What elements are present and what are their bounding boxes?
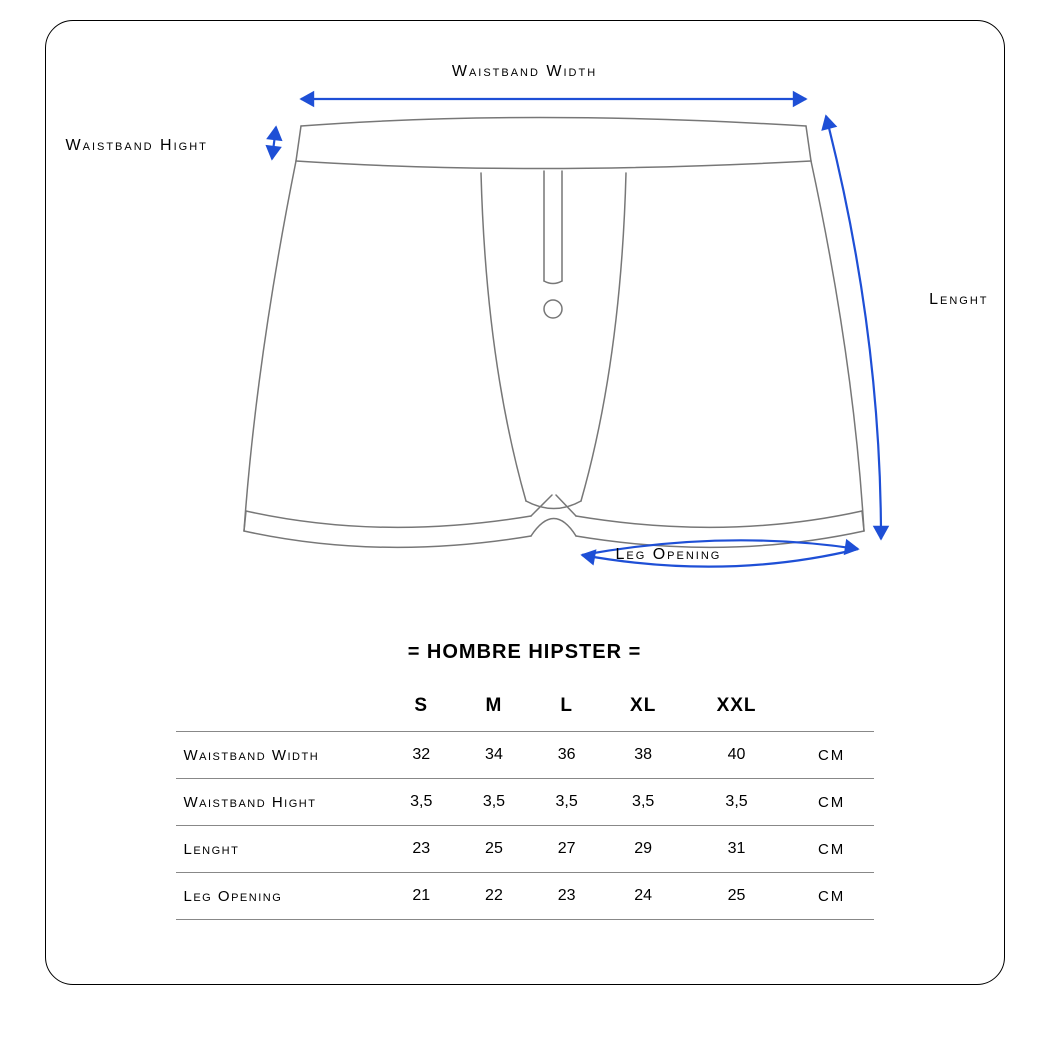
size-col: XL: [603, 681, 683, 732]
cell: 38: [603, 732, 683, 779]
cell: 24: [603, 873, 683, 920]
table-row: Lenght 23 25 27 29 31 CM: [176, 826, 874, 873]
label-leg-opening: Leg Opening: [616, 546, 722, 564]
cell: 23: [385, 826, 458, 873]
cell: 32: [385, 732, 458, 779]
cell: 3,5: [530, 779, 603, 826]
size-col: L: [530, 681, 603, 732]
cell: 23: [530, 873, 603, 920]
cell: 27: [530, 826, 603, 873]
unit: CM: [790, 779, 874, 826]
size-table-body: Waistband Width 32 34 36 38 40 CM Waistb…: [176, 732, 874, 920]
size-col: S: [385, 681, 458, 732]
cell: 3,5: [603, 779, 683, 826]
garment-diagram: Waistband Width Waistband Hight Lenght L…: [106, 61, 944, 581]
table-row: Waistband Hight 3,5 3,5 3,5 3,5 3,5 CM: [176, 779, 874, 826]
garment-outline: [244, 118, 864, 548]
cell: 31: [683, 826, 789, 873]
row-label: Waistband Hight: [176, 779, 385, 826]
label-length: Lenght: [929, 291, 988, 309]
cell: 25: [458, 826, 531, 873]
label-waistband-hight: Waistband Hight: [66, 137, 208, 155]
row-label: Lenght: [176, 826, 385, 873]
cell: 22: [458, 873, 531, 920]
row-label: Waistband Width: [176, 732, 385, 779]
table-header-row: S M L XL XXL: [176, 681, 874, 732]
cell: 36: [530, 732, 603, 779]
size-col: M: [458, 681, 531, 732]
cell: 29: [603, 826, 683, 873]
size-table: S M L XL XXL Waistband Width 32 34 36 38…: [176, 681, 874, 920]
unit: CM: [790, 826, 874, 873]
cell: 34: [458, 732, 531, 779]
label-waistband-width: Waistband Width: [452, 63, 597, 81]
cell: 3,5: [683, 779, 789, 826]
chart-title: = HOMBRE HIPSTER =: [46, 641, 1004, 664]
size-chart-card: Waistband Width Waistband Hight Lenght L…: [45, 20, 1005, 985]
unit: CM: [790, 732, 874, 779]
garment-svg: [106, 61, 946, 601]
cell: 40: [683, 732, 789, 779]
arrow-waistband-hight: [272, 127, 276, 159]
cell: 21: [385, 873, 458, 920]
measurement-arrows: [272, 99, 881, 567]
cell: 25: [683, 873, 789, 920]
table-row: Leg Opening 21 22 23 24 25 CM: [176, 873, 874, 920]
unit: CM: [790, 873, 874, 920]
size-col: XXL: [683, 681, 789, 732]
arrow-length: [826, 116, 881, 539]
cell: 3,5: [385, 779, 458, 826]
row-label: Leg Opening: [176, 873, 385, 920]
table-row: Waistband Width 32 34 36 38 40 CM: [176, 732, 874, 779]
size-table-wrap: S M L XL XXL Waistband Width 32 34 36 38…: [176, 681, 874, 920]
cell: 3,5: [458, 779, 531, 826]
